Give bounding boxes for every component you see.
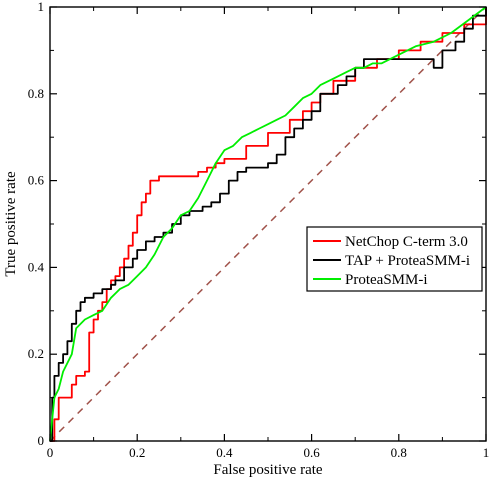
legend-label-1: TAP + ProteaSMM-i (345, 253, 470, 269)
legend: NetChop C-term 3.0 TAP + ProteaSMM-i Prote… (306, 226, 483, 292)
series-line-0 (50, 7, 487, 442)
legend-label-2: ProteaSMM-i (345, 272, 428, 288)
x-tick-label: 0.6 (303, 445, 320, 460)
x-axis-label: False positive rate (213, 462, 322, 478)
x-tick-label: 1 (483, 445, 490, 460)
y-tick-label: 1 (38, 0, 45, 14)
y-tick-label: 0 (38, 433, 45, 448)
legend-box (306, 226, 483, 292)
plot-frame (49, 6, 487, 442)
reference-diagonal (49, 6, 487, 442)
x-tick-label: 0 (47, 445, 54, 460)
y-axis-label: True positive rate (3, 171, 19, 277)
y-tick-label: 0.6 (28, 173, 45, 188)
x-tick-label: 0.4 (216, 445, 233, 460)
legend-label-0: NetChop C-term 3.0 (345, 234, 468, 250)
series-line-2 (49, 6, 487, 442)
x-tick-label: 0.8 (391, 445, 407, 460)
plot-area (49, 6, 487, 442)
x-tick-label: 0.2 (129, 445, 145, 460)
y-tick-label: 0.2 (28, 346, 44, 361)
y-tick-label: 0.8 (28, 86, 44, 101)
y-tick-label: 0.4 (28, 259, 45, 274)
